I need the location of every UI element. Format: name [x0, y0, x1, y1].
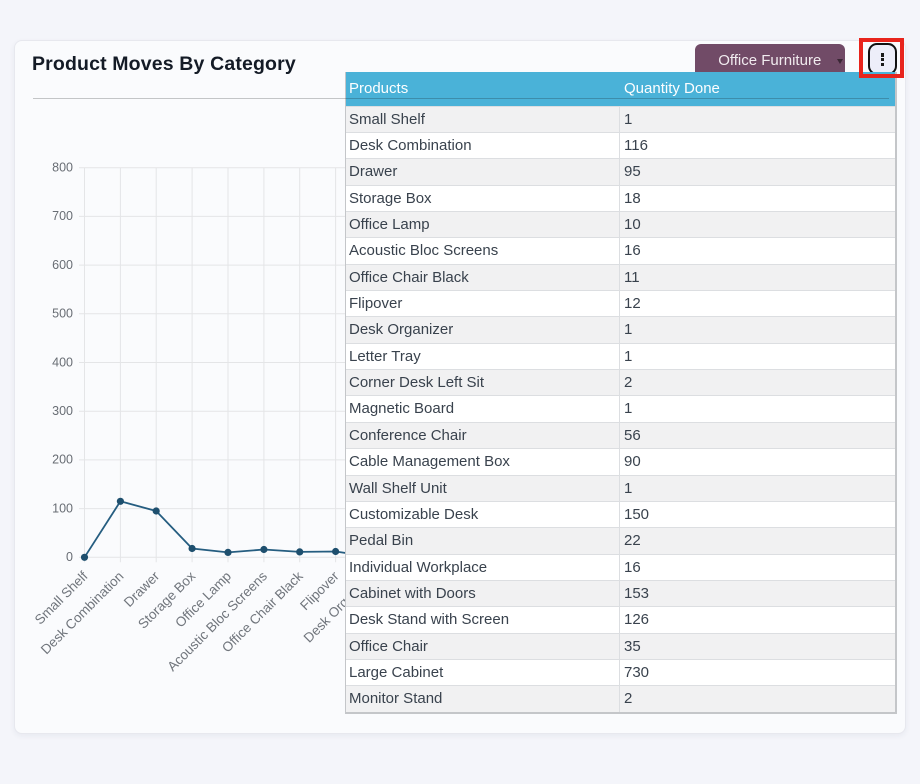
svg-text:100: 100 [52, 501, 73, 515]
svg-text:400: 400 [52, 355, 73, 369]
svg-text:600: 600 [52, 258, 73, 272]
svg-text:300: 300 [52, 404, 73, 418]
svg-text:0: 0 [66, 550, 73, 564]
svg-text:500: 500 [52, 307, 73, 321]
svg-text:700: 700 [52, 209, 73, 223]
svg-text:200: 200 [52, 453, 73, 467]
svg-text:800: 800 [52, 161, 73, 175]
